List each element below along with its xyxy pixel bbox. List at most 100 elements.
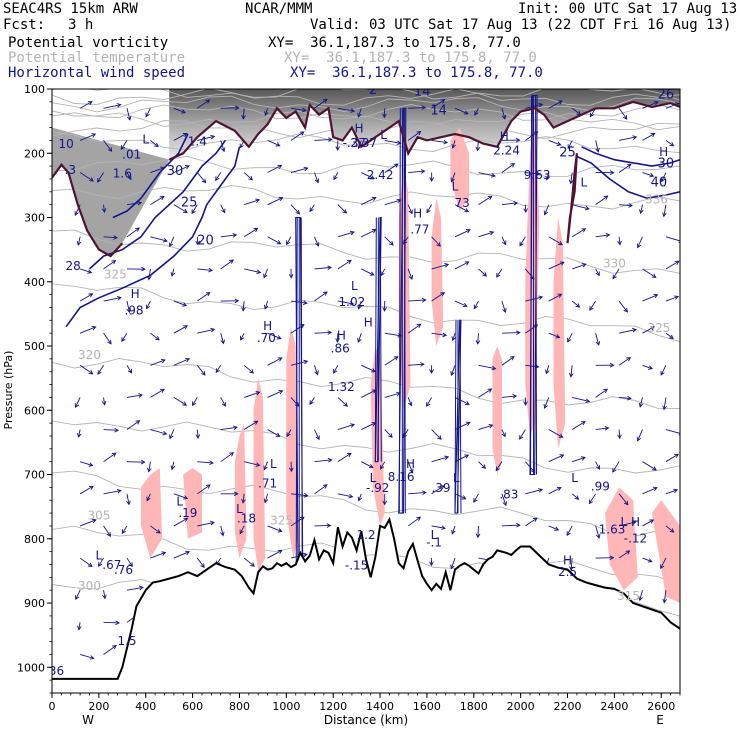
wind-vector-head	[126, 500, 131, 506]
wind-vector	[171, 268, 175, 277]
wind-vector	[173, 517, 188, 527]
wind-vector	[525, 489, 543, 495]
wind-vector-head	[474, 110, 479, 116]
wind-speed-label: 20	[197, 234, 214, 249]
wind-vector	[79, 326, 96, 334]
wind-vector-head	[510, 163, 516, 168]
wind-vector-head	[239, 529, 244, 535]
wind-vector	[501, 300, 506, 313]
pv-label: 2.24	[493, 144, 520, 158]
wind-vector-head	[636, 436, 642, 442]
theta-label: 336	[645, 192, 668, 206]
wind-vector	[618, 357, 631, 366]
field-theta-xy: XY= 36.1,187.3 to 175.8, 77.0	[284, 50, 537, 66]
wind-vector-head	[595, 465, 601, 470]
wind-vector	[478, 364, 496, 370]
wind-vector-head	[233, 425, 238, 431]
wind-vector-head	[558, 433, 564, 438]
wind-vector-head	[255, 462, 261, 467]
wind-vector-head	[145, 112, 150, 118]
y-tick-label: 1000	[17, 661, 45, 674]
wind-vector	[588, 493, 597, 504]
pv-label: -.12	[624, 532, 647, 546]
wind-vector	[290, 493, 308, 497]
wind-vector	[478, 424, 493, 430]
jet-streak-line	[535, 95, 538, 475]
wind-vector-head	[488, 423, 494, 429]
wind-vector-head	[322, 98, 328, 104]
wind-vector-head	[101, 400, 107, 406]
wind-vector	[525, 172, 540, 175]
wind-vector	[120, 140, 128, 150]
wind-vector	[103, 297, 121, 302]
wind-vector	[661, 172, 667, 182]
jet-streak-line	[459, 320, 462, 514]
wind-vector	[408, 363, 424, 366]
wind-vector-head	[603, 195, 609, 200]
wind-vector	[454, 261, 469, 270]
pv-label: 1.5	[117, 634, 136, 648]
wind-vector-head	[558, 240, 564, 246]
wind-vector-head	[461, 495, 467, 500]
wind-vector	[361, 422, 376, 430]
field-wind-name: Horizontal wind speed	[8, 65, 186, 81]
wind-vector	[571, 493, 579, 500]
wind-vector	[501, 202, 518, 206]
wind-vector	[196, 557, 205, 568]
axes: 0 200 400 600 800 1000 1200 1400 1600 1800 2000 220…	[17, 83, 681, 713]
wind-vector-head	[556, 486, 562, 492]
wind-vector	[192, 397, 198, 406]
wind-vector-head	[121, 529, 127, 534]
wind-vector	[243, 227, 258, 238]
wind-vector-head	[408, 401, 413, 407]
wind-vector-head	[609, 555, 615, 561]
wind-vector-head	[369, 271, 375, 276]
wind-vector	[197, 135, 215, 141]
wind-vector-head	[444, 455, 450, 461]
wind-vector-head	[674, 453, 679, 458]
wind-vector-head	[154, 142, 159, 148]
wind-vector-head	[88, 369, 94, 375]
wind-vector-head	[632, 135, 638, 140]
wind-vector	[263, 461, 268, 470]
wind-vector	[126, 300, 130, 313]
wind-vector	[525, 324, 538, 334]
wind-vector	[431, 236, 441, 247]
wind-vector-head	[303, 166, 309, 172]
wind-vector	[239, 525, 245, 534]
pv-label: .67	[102, 558, 121, 572]
wind-vector-head	[495, 466, 500, 472]
wind-vector	[244, 268, 261, 273]
wind-vector	[126, 108, 131, 121]
pv-label: -.92	[366, 481, 389, 495]
init-time: Init: 00 UTC Sat 17 Aug 13	[518, 1, 738, 17]
wind-vector-head	[185, 165, 190, 170]
wind-vector	[595, 140, 599, 152]
wind-vector	[146, 493, 151, 501]
pv-label: 2.42	[367, 168, 394, 182]
wind-vector	[407, 461, 413, 473]
wind-vector	[242, 493, 245, 503]
wind-vector	[150, 388, 165, 398]
wind-vector-head	[382, 113, 387, 119]
wind-vector-head	[451, 143, 456, 149]
wind-vector-head	[589, 306, 594, 311]
theta-label: 315	[617, 589, 640, 603]
wind-vector-head	[574, 495, 580, 500]
wind-vector-head	[489, 230, 495, 236]
wind-vector-head	[277, 164, 283, 169]
wind-vector	[642, 294, 658, 302]
wind-vector	[544, 397, 550, 409]
wind-vector	[103, 236, 118, 239]
pv-label: 28	[65, 259, 80, 273]
wind-vector	[103, 525, 111, 537]
wind-vector-head	[617, 240, 622, 246]
pv-label: .99	[591, 480, 610, 494]
wind-vector	[79, 172, 94, 182]
field-pv-name: Potential vorticity	[8, 35, 169, 51]
wind-vector	[361, 268, 375, 276]
wind-vector-head	[490, 173, 496, 178]
pv-label: .86	[331, 341, 350, 355]
x-tick-label: 1800	[460, 700, 488, 713]
wind-vector-head	[465, 229, 471, 234]
